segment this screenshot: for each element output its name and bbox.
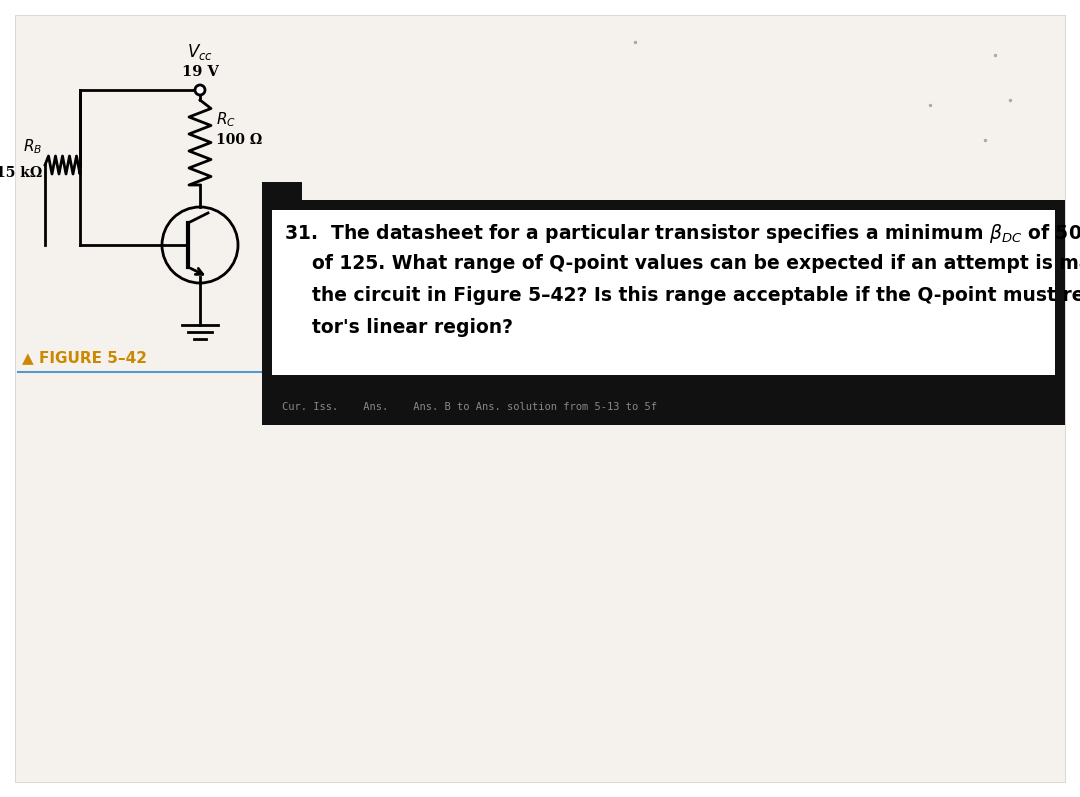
Bar	[272, 375, 1055, 415]
Bar	[262, 182, 302, 200]
Text: tor's linear region?: tor's linear region?	[312, 318, 513, 337]
Text: 15 kΩ: 15 kΩ	[0, 166, 42, 180]
Circle shape	[195, 85, 205, 95]
Text: $R_C$: $R_C$	[216, 110, 237, 128]
Text: Cur. Iss.    Ans.    Ans. B to Ans. solution from 5-13 to 5f: Cur. Iss. Ans. Ans. B to Ans. solution f…	[282, 402, 657, 412]
Text: $V_{cc}$: $V_{cc}$	[187, 42, 213, 62]
Text: 100 Ω: 100 Ω	[216, 133, 262, 147]
Text: $R_B$: $R_B$	[23, 138, 42, 156]
Bar	[272, 210, 1055, 375]
Text: the circuit in Figure 5–42? Is this range acceptable if the Q-point must remain : the circuit in Figure 5–42? Is this rang…	[312, 286, 1080, 305]
Text: 19 V: 19 V	[181, 65, 218, 79]
Text: ▲ FIGURE 5–42: ▲ FIGURE 5–42	[22, 351, 147, 366]
Bar	[262, 200, 1065, 425]
Text: of 125. What range of Q-point values can be expected if an attempt is made to ma: of 125. What range of Q-point values can…	[312, 254, 1080, 273]
Text: 31.  The datasheet for a particular transistor specifies a minimum $\beta_{DC}$ : 31. The datasheet for a particular trans…	[284, 222, 1080, 245]
